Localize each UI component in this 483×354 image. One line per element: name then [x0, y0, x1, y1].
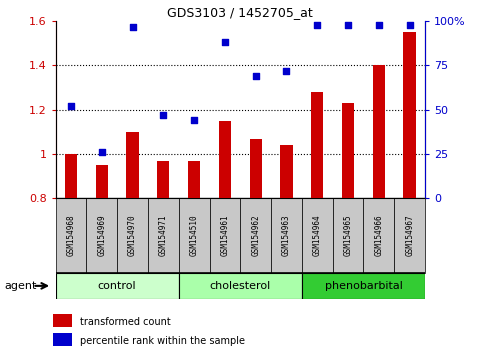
Text: cholesterol: cholesterol: [210, 281, 271, 291]
Point: [344, 22, 352, 28]
Bar: [179, 273, 302, 299]
Bar: [280, 145, 293, 198]
Bar: [157, 161, 170, 198]
Text: GSM154961: GSM154961: [220, 215, 229, 256]
Bar: [179, 198, 210, 273]
Bar: [56, 198, 86, 273]
Bar: [86, 198, 117, 273]
Text: phenobarbital: phenobarbital: [325, 281, 402, 291]
Text: GSM154965: GSM154965: [343, 215, 353, 256]
Bar: [56, 273, 179, 299]
Bar: [65, 154, 77, 198]
Bar: [311, 92, 324, 198]
Bar: [54, 333, 72, 346]
Text: GSM154969: GSM154969: [97, 215, 106, 256]
Text: GSM154510: GSM154510: [190, 215, 199, 256]
Bar: [271, 198, 302, 273]
Point: [406, 22, 413, 28]
Text: GSM154964: GSM154964: [313, 215, 322, 256]
Text: GSM154962: GSM154962: [251, 215, 260, 256]
Point: [98, 149, 106, 155]
Bar: [364, 198, 394, 273]
Text: percentile rank within the sample: percentile rank within the sample: [80, 336, 245, 346]
Point: [67, 103, 75, 109]
Bar: [403, 32, 416, 198]
Title: GDS3103 / 1452705_at: GDS3103 / 1452705_at: [168, 6, 313, 19]
Bar: [54, 314, 72, 327]
Text: GSM154963: GSM154963: [282, 215, 291, 256]
Bar: [127, 132, 139, 198]
Bar: [302, 273, 425, 299]
Bar: [117, 198, 148, 273]
Bar: [96, 165, 108, 198]
Point: [252, 73, 259, 79]
Point: [159, 112, 167, 118]
Bar: [394, 198, 425, 273]
Point: [313, 22, 321, 28]
Bar: [240, 198, 271, 273]
Text: agent: agent: [5, 281, 37, 291]
Point: [190, 118, 198, 123]
Bar: [148, 198, 179, 273]
Text: GSM154968: GSM154968: [67, 215, 75, 256]
Bar: [188, 161, 200, 198]
Bar: [250, 138, 262, 198]
Text: control: control: [98, 281, 136, 291]
Bar: [333, 198, 364, 273]
Text: GSM154966: GSM154966: [374, 215, 384, 256]
Bar: [219, 121, 231, 198]
Text: GSM154971: GSM154971: [159, 215, 168, 256]
Bar: [210, 198, 240, 273]
Text: transformed count: transformed count: [80, 316, 171, 327]
Point: [283, 68, 290, 74]
Text: GSM154970: GSM154970: [128, 215, 137, 256]
Bar: [342, 103, 354, 198]
Bar: [302, 198, 333, 273]
Point: [221, 40, 229, 45]
Point: [375, 22, 383, 28]
Point: [128, 24, 136, 29]
Bar: [373, 65, 385, 198]
Text: GSM154967: GSM154967: [405, 215, 414, 256]
